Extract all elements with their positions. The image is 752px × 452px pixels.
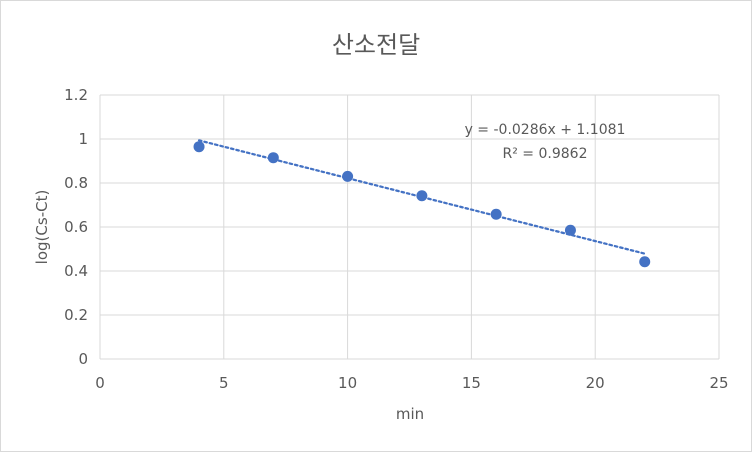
y-tick-label: 1.2 xyxy=(64,86,88,104)
x-tick-label: 15 xyxy=(462,374,481,392)
data-point xyxy=(416,190,428,202)
data-points-layer xyxy=(193,141,651,268)
y-tick-label: 0.4 xyxy=(64,262,88,280)
trendline-equation: y = -0.0286x + 1.1081 xyxy=(465,122,626,138)
y-axis-label: log(Cs-Ct) xyxy=(33,190,51,265)
x-tick-label: 0 xyxy=(95,374,105,392)
data-point xyxy=(490,208,502,220)
data-point xyxy=(564,224,576,236)
y-tick-label: 0.2 xyxy=(64,306,88,324)
chart-title: 산소전달 xyxy=(332,31,420,59)
y-tick-label: 0.6 xyxy=(64,218,88,236)
data-point xyxy=(342,170,354,182)
y-tick-label: 0 xyxy=(78,350,88,368)
x-axis-label: min xyxy=(396,405,424,423)
axis-layer: 0 0.2 0.4 0.6 0.8 1 1.2 0 5 10 15 20 25 xyxy=(64,86,728,392)
y-tick-label: 1 xyxy=(78,130,88,148)
data-point xyxy=(639,256,651,268)
data-point xyxy=(193,141,205,153)
grid-layer xyxy=(99,94,720,360)
x-tick-label: 20 xyxy=(586,374,605,392)
x-tick-label: 5 xyxy=(219,374,229,392)
x-tick-label: 10 xyxy=(338,374,357,392)
x-tick-label: 25 xyxy=(709,374,728,392)
y-tick-label: 0.8 xyxy=(64,174,88,192)
trendline-r-squared: R² = 0.9862 xyxy=(503,146,588,162)
data-point xyxy=(267,152,279,164)
